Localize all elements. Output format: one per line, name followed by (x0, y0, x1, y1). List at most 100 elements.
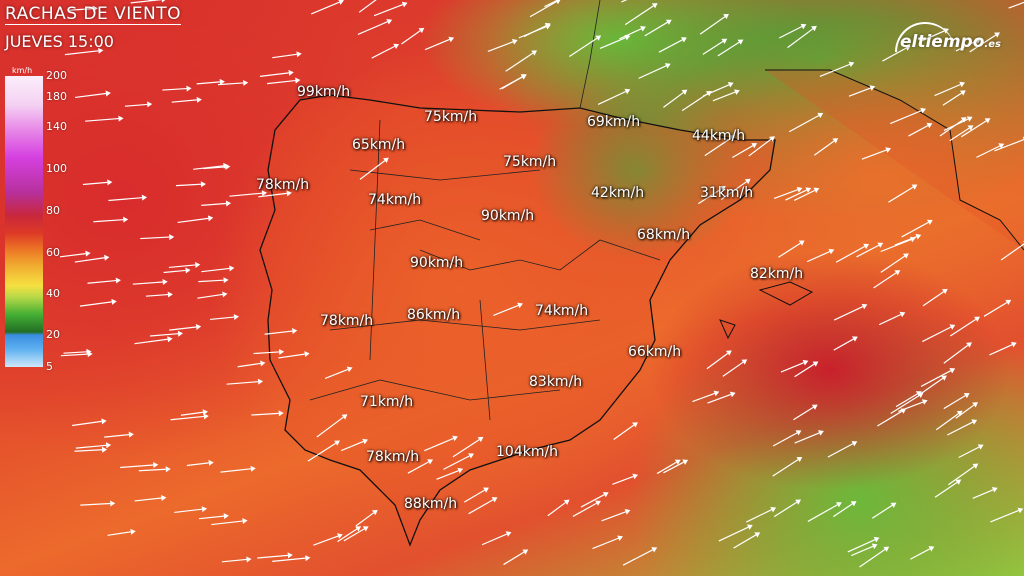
wind-arrow-icon (358, 0, 377, 13)
gust-label: 104km/h (496, 444, 559, 460)
wind-arrow-icon (939, 117, 967, 137)
wind-arrow-icon (373, 1, 408, 17)
wind-arrow-icon (138, 466, 171, 473)
wind-arrow-icon (621, 0, 628, 3)
wind-arrow-icon (772, 456, 803, 477)
wind-arrow-icon (443, 453, 475, 470)
wind-arrow-icon (278, 351, 310, 359)
wind-arrow-icon (895, 391, 922, 408)
wind-arrow-icon (436, 467, 464, 480)
wind-arrow-icon (948, 463, 979, 486)
brand-suffix: .es (984, 39, 1001, 50)
wind-arrow-icon (501, 74, 527, 90)
wind-arrow-icon (949, 316, 980, 337)
wind-arrow-icon (211, 518, 248, 526)
wind-arrow-icon (910, 546, 935, 560)
wind-arrow-icon (773, 186, 803, 199)
wind-arrow-icon (856, 242, 884, 258)
wind-arrow-icon (424, 435, 458, 452)
wind-arrow-icon (481, 531, 512, 546)
wind-arrow-icon (162, 85, 192, 92)
gust-label: 90km/h (410, 255, 464, 271)
wind-arrow-icon (704, 135, 736, 157)
wind-arrow-icon (210, 314, 240, 321)
wind-arrow-icon (221, 556, 252, 563)
wind-arrow-icon (847, 536, 880, 553)
wind-arrow-icon (72, 418, 107, 427)
wind-arrow-icon (943, 116, 973, 131)
wind-arrow-icon (894, 233, 922, 246)
wind-arrow-icon (702, 38, 728, 55)
gust-label: 99km/h (297, 84, 351, 100)
wind-arrow-icon (989, 341, 1017, 356)
wind-arrow-icon (619, 26, 646, 40)
brand-name: eltiempo (900, 32, 985, 52)
wind-arrow-icon (748, 136, 775, 157)
legend-color-scale (5, 76, 43, 367)
wind-arrow-icon (257, 552, 293, 559)
wind-arrow-icon (74, 254, 110, 263)
wind-arrow-icon (186, 459, 214, 467)
wind-arrow-icon (788, 112, 824, 133)
wind-arrow-icon (198, 277, 229, 284)
wind-arrow-icon (958, 444, 984, 459)
wind-arrow-icon (468, 497, 498, 515)
legend-tick: 5 (46, 360, 53, 373)
wind-arrow-icon (859, 546, 890, 568)
wind-arrow-icon (712, 89, 740, 102)
wind-arrow-icon (699, 13, 729, 35)
wind-arrow-icon (638, 63, 671, 79)
gust-label: 88km/h (404, 496, 458, 512)
wind-arrow-icon (401, 27, 425, 45)
legend-tick: 60 (46, 246, 60, 259)
wind-arrow-icon (197, 291, 228, 299)
wind-arrow-icon (833, 303, 868, 321)
wind-arrow-icon (920, 368, 956, 387)
wind-arrow-icon (780, 359, 809, 373)
wind-arrow-icon (720, 178, 751, 201)
wind-arrow-icon (201, 265, 235, 273)
wind-arrow-icon (80, 500, 116, 507)
map-title: RACHAS DE VIENTO (5, 4, 182, 25)
wind-arrow-icon (343, 526, 369, 542)
wind-arrow-icon (806, 248, 835, 263)
wind-arrow-icon (622, 547, 658, 566)
wind-arrow-icon (120, 462, 159, 469)
wind-arrow-icon (569, 35, 602, 57)
gust-label: 71km/h (360, 394, 414, 410)
wind-arrow-icon (463, 487, 489, 503)
wind-arrow-icon (93, 216, 129, 223)
wind-arrow-icon (972, 487, 998, 499)
wind-arrow-icon (177, 215, 214, 224)
wind-arrow-icon (960, 118, 991, 138)
wind-arrow-icon (572, 500, 601, 517)
wind-arrow-icon (217, 79, 249, 86)
brand-logo[interactable]: eltiempo.es (900, 32, 1001, 52)
wind-arrow-icon (955, 38, 982, 52)
wind-arrow-icon (898, 399, 928, 413)
legend-tick: 180 (46, 90, 67, 103)
wind-arrow-icon (612, 473, 639, 485)
gust-label: 78km/h (256, 177, 310, 193)
wind-arrow-icon (807, 502, 842, 522)
wind-arrow-icon (355, 509, 378, 527)
wind-arrow-icon (920, 375, 947, 395)
gust-label: 31km/h (700, 185, 754, 201)
wind-arrow-icon (601, 509, 631, 522)
wind-arrow-icon (75, 90, 111, 99)
wind-arrow-icon (124, 101, 153, 108)
wind-arrow-icon (132, 278, 168, 285)
wind-arrow-icon (871, 502, 897, 519)
wind-arrow-icon (64, 47, 104, 56)
wind-arrow-icon (313, 533, 343, 546)
wind-arrow-icon (793, 187, 820, 202)
wind-arrow-icon (359, 157, 389, 180)
wind-arrow-icon (341, 438, 369, 452)
wind-arrow-icon (74, 446, 108, 453)
wind-arrow-icon (793, 404, 818, 421)
wind-arrow-icon (745, 506, 777, 523)
wind-arrow-icon (947, 419, 978, 436)
wind-arrow-icon (773, 499, 802, 518)
wind-arrow-icon (357, 18, 393, 35)
